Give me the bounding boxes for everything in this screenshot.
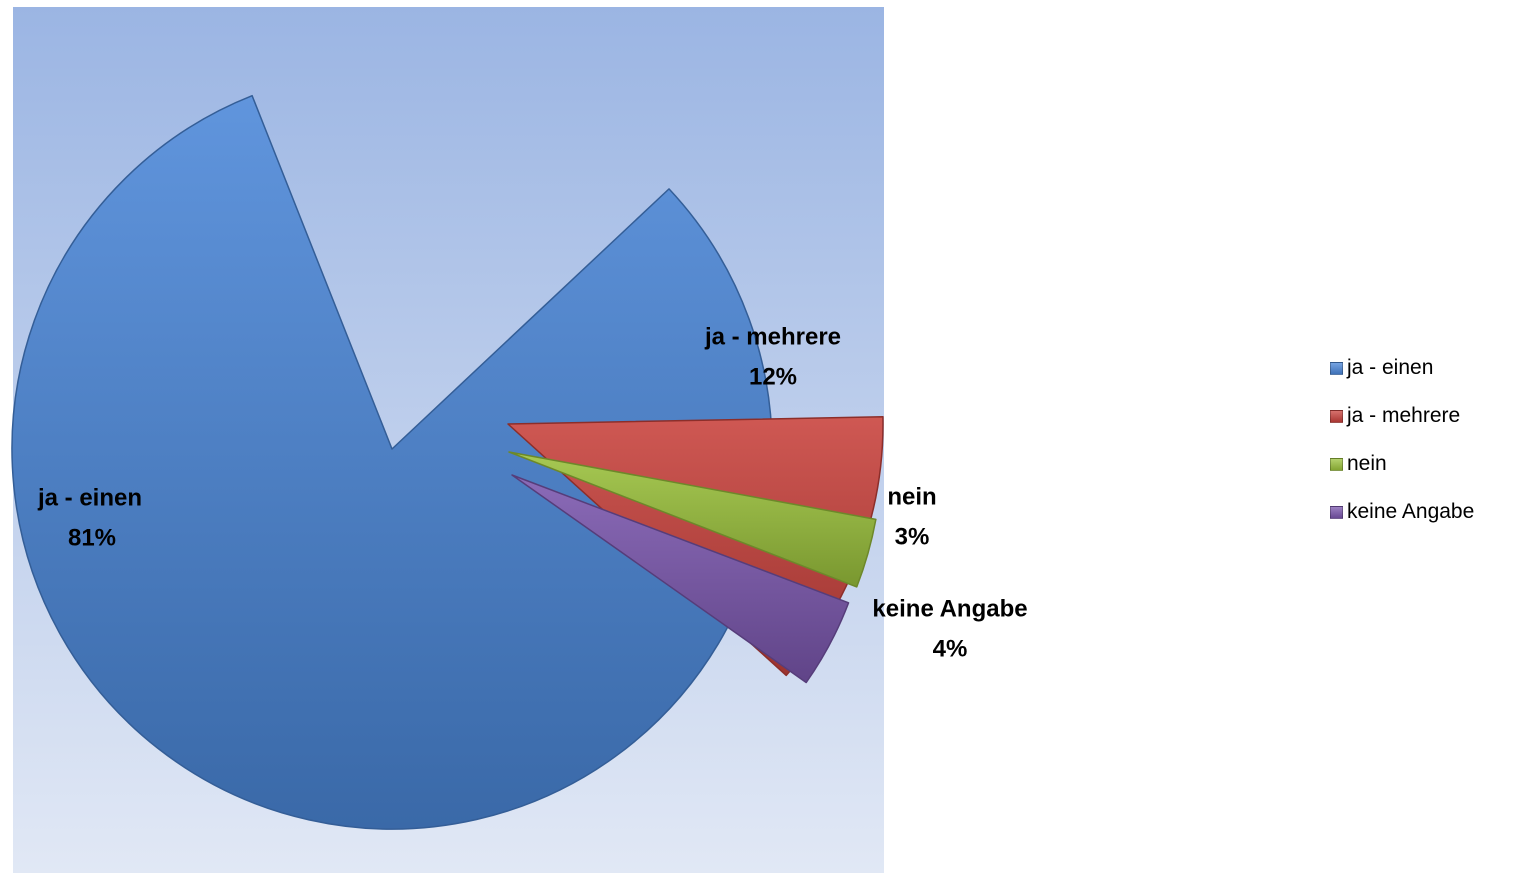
- legend-swatch: [1330, 361, 1343, 375]
- legend-label: nein: [1347, 452, 1387, 475]
- pie-slice-keine-angabe: [511, 474, 850, 684]
- pie-slice-nein: [508, 451, 877, 588]
- data-label-percent: 4%: [933, 635, 968, 662]
- legend-item: ja - einen: [1330, 356, 1474, 380]
- legend-item: keine Angabe: [1330, 500, 1474, 524]
- legend-swatch: [1330, 409, 1343, 423]
- data-label-category: keine Angabe: [872, 595, 1027, 622]
- legend-label: ja - einen: [1347, 356, 1434, 379]
- legend-label: keine Angabe: [1347, 500, 1475, 523]
- data-label-category: nein: [887, 483, 936, 510]
- data-label-category: ja - einen: [37, 484, 142, 511]
- data-label-percent: 81%: [68, 524, 116, 551]
- legend-item: nein: [1330, 452, 1474, 476]
- legend-item: ja - mehrere: [1330, 404, 1474, 428]
- data-label-category: ja - mehrere: [704, 323, 841, 350]
- legend-swatch: [1330, 457, 1343, 471]
- legend-label: ja - mehrere: [1347, 404, 1461, 427]
- legend: ja - einen ja - mehrere nein keine Angab…: [1330, 356, 1474, 548]
- legend-swatch: [1330, 505, 1343, 519]
- data-label-percent: 12%: [749, 363, 797, 390]
- data-label-percent: 3%: [895, 523, 930, 550]
